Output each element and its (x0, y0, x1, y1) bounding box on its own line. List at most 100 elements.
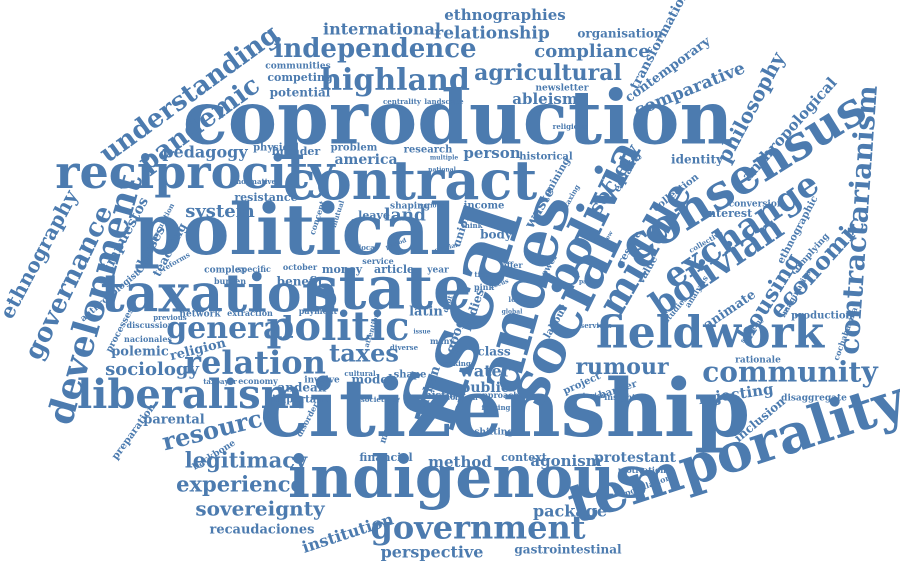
word-burden: burden (214, 276, 246, 286)
word-fieldwork: fieldwork (596, 308, 826, 359)
word-taxpayer: taxpayer (203, 377, 237, 386)
word-benefit: benefit (277, 275, 324, 289)
word-coproduction: coproduction (183, 76, 734, 162)
word-previous: previous (153, 313, 187, 322)
word-ethnographies: ethnographies (444, 6, 565, 24)
word-global: global (502, 309, 524, 316)
word-rumour: rumour (575, 354, 669, 380)
word-part: part (579, 279, 593, 286)
word-october: october (283, 262, 318, 272)
word-agricultural: agricultural (474, 60, 622, 86)
word-important: important (272, 395, 329, 406)
word-package: package (533, 502, 607, 521)
word-role: role (505, 337, 518, 344)
word-reciprocity: reciprocity (55, 145, 336, 199)
word-logic: logic (508, 295, 527, 304)
word-rationale: rationale (735, 356, 781, 366)
word-complex: complex (204, 266, 246, 276)
word-parental: parental (143, 413, 205, 428)
word-economy: economy (238, 376, 278, 386)
word-production: production (791, 311, 853, 322)
word-multiple: multiple (430, 155, 459, 162)
word-latin: latin (409, 305, 443, 320)
word-body: body (480, 228, 513, 242)
word-independence: independence (273, 34, 476, 64)
word-network: network (179, 310, 221, 320)
word-taxation: taxation (101, 264, 340, 325)
word-shifting: shifting (474, 428, 514, 438)
word-compliance: compliance (534, 41, 649, 62)
word-concern: concern (446, 393, 478, 402)
word-religious: religious (553, 122, 588, 131)
word-sovereignty: sovereignty (195, 497, 326, 521)
word-class: class (477, 345, 510, 359)
word-sociology: sociology (105, 359, 199, 380)
word-identity: identity (671, 153, 724, 167)
word-research: research (404, 145, 453, 156)
word-indigenous: indigenous (288, 443, 648, 511)
word-contract: contract (283, 148, 537, 212)
word-landscape: landscape (424, 97, 464, 106)
word-specific: specific (237, 264, 271, 274)
word-pedagogy: pedagogy (162, 143, 248, 162)
word-citizenship: citizenship (260, 361, 750, 455)
word-think: think (462, 221, 483, 230)
word-interest: interest (704, 207, 753, 220)
word-potential: potential (270, 86, 331, 100)
word-politic: politic (266, 303, 409, 350)
word-water: water (459, 362, 511, 381)
word-many: many (430, 336, 454, 346)
word-relation: relation (184, 344, 326, 382)
word-historical: historical (519, 152, 573, 163)
word-forging: forging (482, 403, 511, 412)
word-societies: societies (361, 395, 395, 404)
word-relationship: relationship (434, 24, 550, 44)
word-community: community (702, 356, 878, 389)
word-legitimacy: legitimacy (185, 448, 308, 473)
word-america: america (334, 152, 397, 168)
word-article: article (374, 263, 414, 276)
word-insight: insight (604, 392, 636, 402)
word-stories: stories (579, 391, 606, 400)
word-liberalism: liberalism (77, 371, 303, 418)
word-shaping: shaping (390, 202, 431, 212)
word-cultural: cultural (344, 369, 376, 378)
word-andean: andean (277, 381, 326, 395)
word-money: money (322, 263, 363, 276)
word-system: system (185, 201, 255, 222)
word-nacionales: nacionales (124, 334, 172, 344)
word-diverse: diverse (390, 343, 419, 352)
word-gastrointestinal: gastrointestinal (514, 543, 622, 557)
word-newsletter: newsletter (535, 84, 588, 94)
word-various: various (419, 203, 445, 210)
word-resistance: resistance (234, 191, 297, 204)
word-taxes: taxes (329, 339, 399, 368)
word-conversion: conversion (729, 200, 784, 210)
word-offer: offer (501, 260, 523, 270)
word-making: making (441, 359, 471, 368)
word-disaggregate: disaggregate (781, 394, 847, 404)
word-recaudaciones: recaudaciones (210, 523, 315, 538)
word-discussion: discussion (126, 320, 173, 330)
word-income: income (464, 201, 505, 212)
word-international: international (323, 20, 441, 39)
word-issue: issue (413, 329, 430, 336)
word-agonism: agonism (530, 452, 601, 470)
word-physical: physical (253, 143, 299, 154)
word-leave: leave (358, 209, 390, 222)
word-land: land (384, 206, 426, 226)
word-motivation: motivation (618, 465, 666, 475)
word-national: national (428, 167, 457, 174)
word-political: political (134, 188, 456, 271)
word-pink: pink (474, 282, 494, 292)
word-ableism: ableism (512, 90, 578, 108)
word-model: model (351, 373, 393, 387)
word-context: context (501, 451, 548, 464)
word-local: local (359, 243, 378, 252)
word-experience: experience (176, 472, 304, 497)
word-protestant: protestant (594, 450, 676, 466)
word-state: state (305, 254, 471, 324)
word-normative: normative (236, 177, 276, 186)
word-general: general (166, 311, 294, 346)
